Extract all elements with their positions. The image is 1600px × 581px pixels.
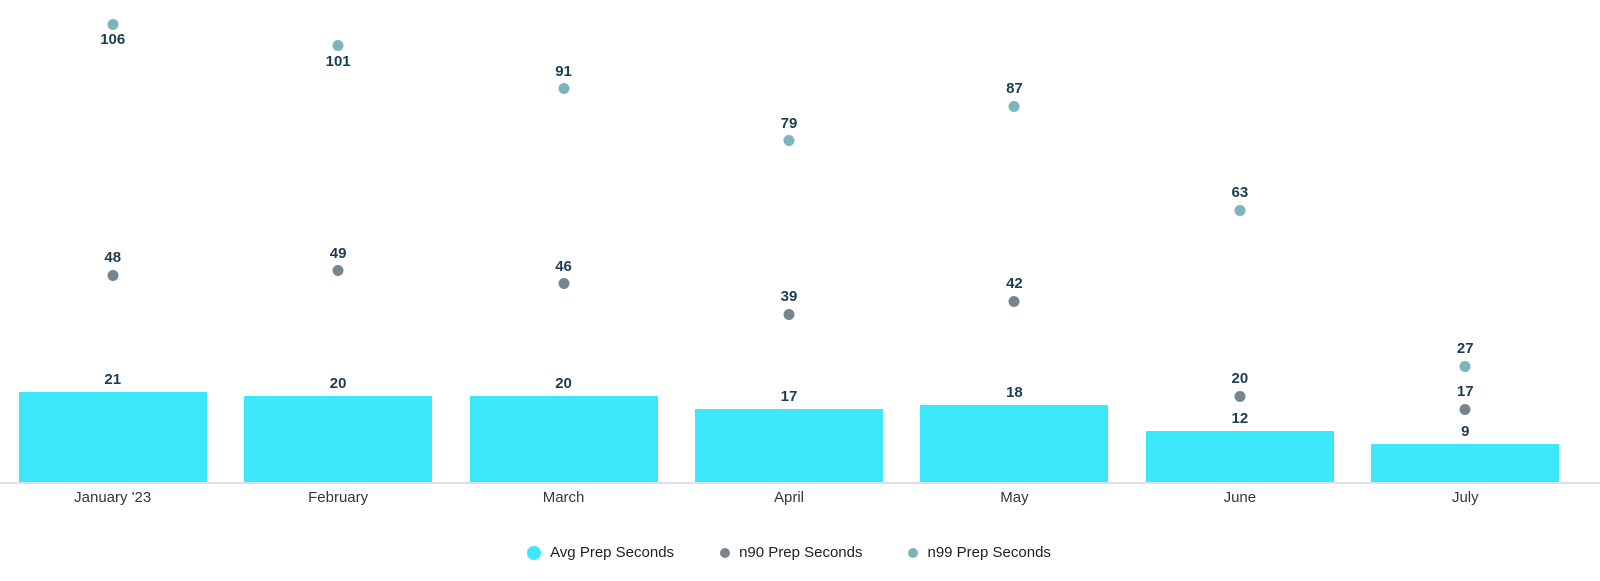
x-axis-labels: January '23 February March April May June July	[0, 489, 1578, 511]
month-column: 12 20 63	[1127, 0, 1352, 483]
n90-prep-seconds-dot[interactable]	[332, 265, 344, 277]
avg-prep-seconds-swatch-icon	[527, 546, 542, 560]
month-column: 18 42 87	[902, 0, 1127, 483]
x-axis-label: March	[542, 489, 585, 506]
avg-prep-seconds-bar[interactable]	[920, 405, 1109, 483]
avg-prep-seconds-bar[interactable]	[1371, 444, 1560, 483]
month-column: 21 48 106	[0, 0, 225, 483]
legend-label: n99 Prep Seconds	[927, 544, 1051, 561]
month-column: 20 46 91	[451, 0, 676, 483]
n90-prep-seconds-dot[interactable]	[783, 308, 795, 320]
avg-prep-seconds-bar[interactable]	[694, 409, 883, 483]
x-axis-line	[0, 482, 1600, 484]
legend-label: Avg Prep Seconds	[550, 544, 675, 561]
x-axis-label: January '23	[74, 489, 152, 506]
avg-prep-seconds-value-label: 20	[329, 375, 347, 393]
avg-prep-seconds-value-label: 9	[1461, 423, 1470, 441]
x-axis-label: February	[308, 489, 369, 506]
x-axis-label: April	[773, 489, 805, 506]
n90-prep-seconds-value-label: 48	[104, 249, 122, 267]
legend-item-n90-prep-seconds: n90 Prep Seconds	[720, 543, 862, 563]
n90-prep-seconds-dot[interactable]	[558, 278, 570, 290]
n99-prep-seconds-value-label: 106	[100, 31, 126, 49]
n99-prep-seconds-value-label: 63	[1231, 184, 1249, 202]
month-column: 20 49 101	[225, 0, 450, 483]
n99-prep-seconds-swatch-icon	[908, 548, 919, 558]
n99-prep-seconds-dot[interactable]	[558, 83, 570, 95]
n99-prep-seconds-value-label: 91	[555, 62, 572, 80]
legend-label: n90 Prep Seconds	[739, 544, 863, 561]
n90-prep-seconds-value-label: 39	[780, 288, 798, 306]
month-column: 9 17 27	[1353, 0, 1578, 483]
n90-prep-seconds-value-label: 42	[1006, 275, 1023, 293]
n90-prep-seconds-dot[interactable]	[1008, 295, 1020, 307]
n99-prep-seconds-dot[interactable]	[1008, 100, 1020, 112]
x-axis-label: May	[1000, 489, 1029, 506]
avg-prep-seconds-value-label: 18	[1006, 384, 1023, 402]
n90-prep-seconds-value-label: 20	[1231, 370, 1249, 388]
x-axis-label: July	[1451, 489, 1479, 506]
legend-item-avg-prep-seconds: Avg Prep Seconds	[527, 543, 674, 563]
plot-area: 21 48 106 20 49 101 20 46 91 17 39 79 18 42 87 12 20 63 9 1…	[0, 0, 1578, 483]
legend-item-n99-prep-seconds: n99 Prep Seconds	[908, 543, 1051, 563]
n99-prep-seconds-value-label: 27	[1456, 340, 1474, 358]
avg-prep-seconds-bar[interactable]	[244, 396, 433, 483]
n99-prep-seconds-dot[interactable]	[1234, 204, 1246, 216]
n90-prep-seconds-value-label: 49	[329, 244, 347, 262]
avg-prep-seconds-value-label: 21	[104, 371, 122, 389]
n99-prep-seconds-dot[interactable]	[783, 135, 795, 147]
avg-prep-seconds-bar[interactable]	[1145, 431, 1334, 483]
x-axis-label: June	[1223, 489, 1257, 506]
n90-prep-seconds-swatch-icon	[720, 548, 731, 558]
avg-prep-seconds-value-label: 20	[555, 375, 572, 393]
avg-prep-seconds-value-label: 12	[1231, 410, 1249, 428]
avg-prep-seconds-bar[interactable]	[469, 396, 658, 483]
n99-prep-seconds-dot[interactable]	[107, 18, 119, 30]
legend: Avg Prep Seconds n90 Prep Seconds n99 Pr…	[0, 543, 1578, 563]
n90-prep-seconds-value-label: 17	[1456, 383, 1474, 401]
n90-prep-seconds-dot[interactable]	[107, 269, 119, 281]
avg-prep-seconds-value-label: 17	[780, 388, 798, 406]
n99-prep-seconds-value-label: 101	[325, 52, 351, 70]
n99-prep-seconds-value-label: 87	[1006, 80, 1023, 98]
n90-prep-seconds-value-label: 46	[555, 257, 572, 275]
month-column: 17 39 79	[676, 0, 901, 483]
n90-prep-seconds-dot[interactable]	[1234, 390, 1246, 402]
n99-prep-seconds-dot[interactable]	[332, 40, 344, 52]
n90-prep-seconds-dot[interactable]	[1459, 403, 1471, 415]
avg-prep-seconds-bar[interactable]	[18, 392, 207, 483]
n99-prep-seconds-value-label: 79	[780, 114, 798, 132]
n99-prep-seconds-dot[interactable]	[1459, 360, 1471, 372]
